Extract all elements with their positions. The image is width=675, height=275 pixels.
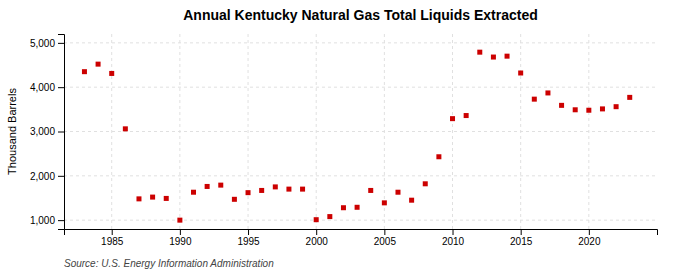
point (586, 108, 591, 113)
grid-line-y (64, 42, 657, 43)
x-tick-mark (316, 229, 317, 235)
point (505, 54, 510, 59)
y-tick: 1,000 (30, 215, 64, 226)
y-tick-label: 4,000 (30, 82, 55, 93)
x-tick-mark (384, 229, 385, 235)
y-tick-mark (58, 132, 64, 133)
point (436, 154, 441, 159)
points (82, 50, 632, 223)
x-tick-label: 2000 (306, 236, 329, 247)
point (246, 190, 251, 195)
point (191, 190, 196, 195)
point (368, 188, 373, 193)
x-tick: 1995 (237, 229, 260, 247)
x-axis-line (65, 230, 658, 236)
x-tick-mark (589, 229, 590, 235)
x-tick-mark (521, 229, 522, 235)
x-tick-label: 1995 (237, 236, 260, 247)
y-tick-mark (58, 43, 64, 44)
grid-line-x (452, 34, 453, 229)
y-axis-line (58, 35, 65, 230)
y-tick: 5,000 (30, 38, 64, 49)
y-axis-title: Thousand Barrels (6, 88, 18, 175)
point (532, 97, 537, 102)
grid-line-x (248, 34, 249, 229)
x-tick: 2000 (306, 229, 329, 247)
y-tick-label: 3,000 (30, 126, 55, 137)
point (82, 69, 87, 74)
y-tick: 2,000 (30, 171, 64, 182)
grid-line-y (64, 220, 657, 221)
y-tick-mark (58, 87, 64, 88)
y-axis: 1,000 2,000 3,000 4,000 5,000 (30, 35, 65, 230)
grid-line-y (64, 175, 657, 176)
x-tick-label: 2010 (442, 236, 465, 247)
point (423, 181, 428, 186)
x-tick: 2015 (510, 229, 533, 247)
point (150, 195, 155, 200)
point (327, 214, 332, 219)
point (232, 197, 237, 202)
point (273, 184, 278, 189)
point (109, 71, 114, 76)
x-tick-label: 2005 (374, 236, 397, 247)
point (136, 196, 141, 201)
x-tick-label: 1985 (101, 236, 124, 247)
x-tick-mark (453, 229, 454, 235)
x-tick-mark (180, 229, 181, 235)
point (545, 90, 550, 95)
point (409, 198, 414, 203)
x-tick-mark (112, 229, 113, 235)
point (300, 187, 305, 192)
x-tick: 2005 (374, 229, 397, 247)
point (600, 106, 605, 111)
x-tick: 1990 (169, 229, 192, 247)
grid (64, 34, 657, 229)
grid-line-y (64, 87, 657, 88)
x-tick-mark (248, 229, 249, 235)
y-tick-label: 2,000 (30, 171, 55, 182)
y-tick: 4,000 (30, 82, 64, 93)
x-axis: 1985 1990 1995 2000 2005 2010 2015 2020 (65, 229, 658, 247)
chart: 1985 1990 1995 2000 2005 2010 2015 2020 1,000 2,0… (0, 0, 675, 275)
point (382, 200, 387, 205)
grid-line-y (64, 131, 657, 132)
point (286, 187, 291, 192)
point (177, 218, 182, 223)
point (491, 55, 496, 60)
point (341, 205, 346, 210)
point (164, 196, 169, 201)
y-tick: 3,000 (30, 126, 64, 137)
point (259, 188, 264, 193)
point (477, 50, 482, 55)
x-tick: 1985 (101, 229, 124, 247)
title: Annual Kentucky Natural Gas Total Liquid… (183, 7, 537, 23)
point (614, 104, 619, 109)
point (355, 205, 360, 210)
point (518, 71, 523, 76)
point (218, 183, 223, 188)
y-tick-mark (58, 220, 64, 221)
y-tick-label: 5,000 (30, 38, 55, 49)
y-tick-label: 1,000 (30, 215, 55, 226)
point (314, 217, 319, 222)
point (96, 62, 101, 67)
x-tick-label: 2015 (510, 236, 533, 247)
point (205, 184, 210, 189)
x-tick-label: 1990 (169, 236, 192, 247)
source-note: Source: U.S. Energy Information Administ… (64, 258, 274, 269)
x-tick-label: 2020 (578, 236, 601, 247)
point (559, 103, 564, 108)
point (395, 190, 400, 195)
point (450, 116, 455, 121)
y-tick-mark (58, 176, 64, 177)
point (627, 95, 632, 100)
point (123, 126, 128, 131)
x-tick: 2010 (442, 229, 465, 247)
point (573, 107, 578, 112)
point (464, 113, 469, 118)
x-tick: 2020 (578, 229, 601, 247)
